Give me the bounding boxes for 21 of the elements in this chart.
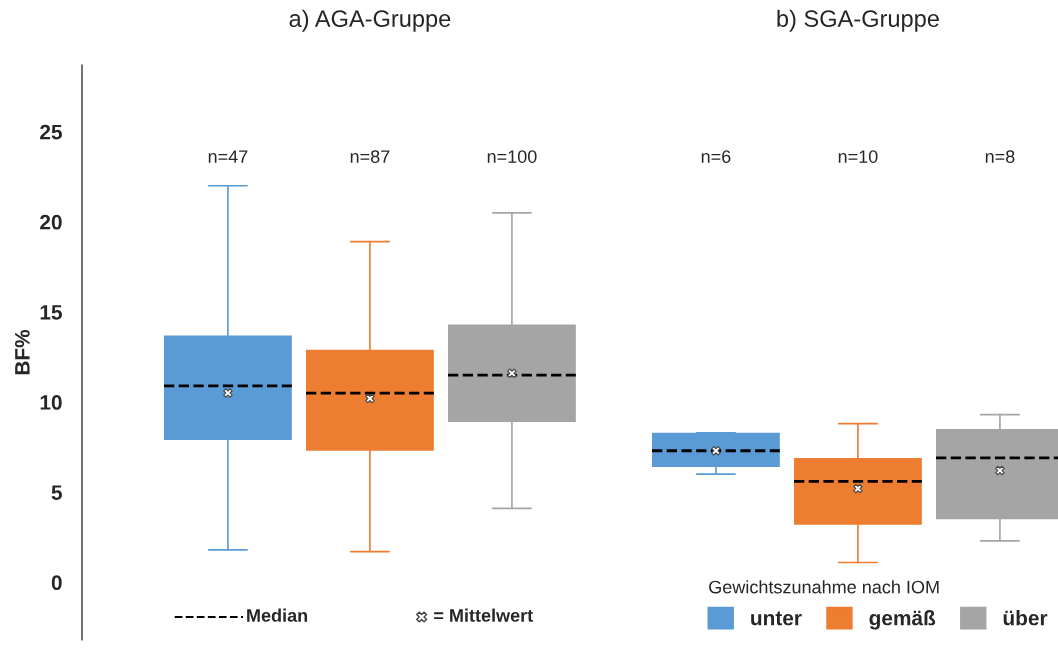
y-tick-label: 0 [51, 575, 62, 591]
annotation: = Mittelwert [434, 608, 533, 622]
text: n=87 [350, 150, 390, 163]
text: n=100 [487, 150, 537, 163]
legend-label: unter [751, 611, 802, 626]
y-tick-label: 25 [40, 124, 62, 140]
x-tick-label: b) SGA-Gruppe [777, 9, 939, 32]
y-tick-label: 5 [51, 485, 62, 500]
y-tick-label: 15 [40, 305, 62, 320]
text: n=47 [208, 150, 248, 163]
x-tick-label: a) AGA-Gruppe [289, 9, 451, 32]
text: n=8 [985, 150, 1015, 163]
legend-label: gemäß [869, 610, 936, 630]
y-tick-label: 20 [40, 214, 62, 230]
text: n=10 [838, 150, 878, 163]
text: n=6 [701, 150, 731, 163]
annotation: Median [247, 608, 308, 622]
y-tick-label: 10 [40, 395, 62, 410]
legend-title: Gewichtszunahme nach IOM [709, 580, 939, 594]
y-axis-title: BF% [15, 329, 30, 375]
legend-label: über [1003, 610, 1048, 626]
